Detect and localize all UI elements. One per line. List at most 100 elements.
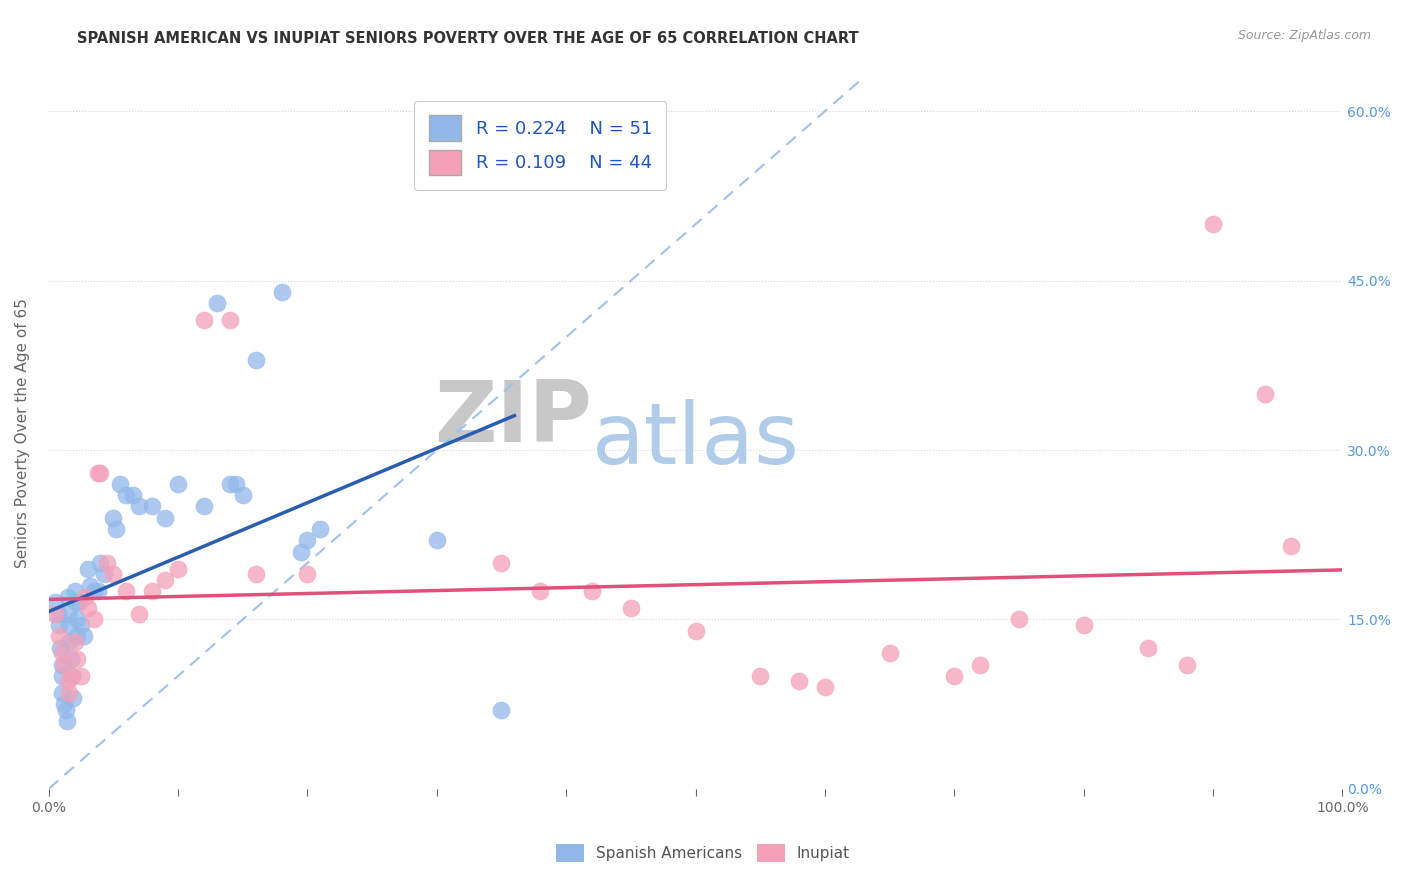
Point	[66, 652, 89, 666]
Point	[63, 635, 86, 649]
Point	[685, 624, 707, 638]
Point	[1253, 386, 1275, 401]
Point	[128, 607, 150, 621]
Point	[290, 544, 312, 558]
Point	[814, 680, 837, 694]
Point	[48, 618, 70, 632]
Point	[245, 567, 267, 582]
Point	[44, 595, 66, 609]
Point	[76, 561, 98, 575]
Point	[581, 584, 603, 599]
Point	[141, 584, 163, 599]
Text: ZIP: ZIP	[434, 377, 592, 460]
Point	[225, 476, 247, 491]
Point	[63, 584, 86, 599]
Point	[491, 703, 513, 717]
Point	[60, 669, 83, 683]
Point	[56, 674, 79, 689]
Point	[87, 584, 110, 599]
Point	[620, 601, 643, 615]
Point	[297, 533, 319, 548]
Point	[115, 584, 138, 599]
Point	[58, 635, 80, 649]
Point	[969, 657, 991, 672]
Point	[66, 612, 89, 626]
Point	[70, 618, 93, 632]
Point	[879, 646, 901, 660]
Point	[943, 669, 966, 683]
Point	[1279, 539, 1302, 553]
Point	[529, 584, 551, 599]
Point	[51, 646, 73, 660]
Point	[153, 510, 176, 524]
Text: SPANISH AMERICAN VS INUPIAT SENIORS POVERTY OVER THE AGE OF 65 CORRELATION CHART: SPANISH AMERICAN VS INUPIAT SENIORS POVE…	[77, 31, 859, 46]
Point	[76, 601, 98, 615]
Point	[103, 510, 125, 524]
Y-axis label: Seniors Poverty Over the Age of 65: Seniors Poverty Over the Age of 65	[15, 298, 30, 568]
Point	[105, 522, 128, 536]
Legend: R = 0.224    N = 51, R = 0.109    N = 44: R = 0.224 N = 51, R = 0.109 N = 44	[415, 101, 666, 190]
Point	[153, 573, 176, 587]
Point	[103, 567, 125, 582]
Text: atlas: atlas	[592, 399, 800, 482]
Point	[121, 488, 143, 502]
Point	[89, 466, 111, 480]
Point	[73, 629, 96, 643]
Point	[53, 697, 76, 711]
Point	[1202, 217, 1225, 231]
Point	[89, 556, 111, 570]
Point	[87, 466, 110, 480]
Point	[51, 686, 73, 700]
Point	[115, 488, 138, 502]
Point	[66, 629, 89, 643]
Point	[58, 686, 80, 700]
Point	[270, 285, 292, 299]
Point	[309, 522, 332, 536]
Point	[60, 669, 83, 683]
Point	[49, 640, 72, 655]
Point	[67, 595, 90, 609]
Point	[141, 500, 163, 514]
Point	[1073, 618, 1095, 632]
Point	[1137, 640, 1160, 655]
Point	[245, 352, 267, 367]
Point	[56, 590, 79, 604]
Point	[65, 595, 87, 609]
Point	[58, 618, 80, 632]
Point	[83, 612, 105, 626]
Point	[491, 556, 513, 570]
Point	[193, 313, 215, 327]
Point	[59, 652, 82, 666]
Point	[232, 488, 254, 502]
Point	[167, 561, 190, 575]
Point	[96, 556, 118, 570]
Point	[44, 607, 66, 621]
Point	[48, 629, 70, 643]
Point	[83, 584, 105, 599]
Text: Source: ZipAtlas.com: Source: ZipAtlas.com	[1237, 29, 1371, 42]
Point	[79, 578, 101, 592]
Point	[73, 590, 96, 604]
Point	[93, 567, 115, 582]
Point	[46, 607, 69, 621]
Point	[70, 669, 93, 683]
Point	[62, 691, 84, 706]
Point	[56, 714, 79, 728]
Point	[128, 500, 150, 514]
Point	[749, 669, 772, 683]
Point	[205, 296, 228, 310]
Point	[426, 533, 449, 548]
Point	[51, 669, 73, 683]
Point	[1175, 657, 1198, 672]
Legend: Spanish Americans, Inupiat: Spanish Americans, Inupiat	[550, 838, 856, 868]
Point	[218, 476, 240, 491]
Point	[108, 476, 131, 491]
Point	[787, 674, 810, 689]
Point	[1008, 612, 1031, 626]
Point	[297, 567, 319, 582]
Point	[55, 703, 77, 717]
Point	[167, 476, 190, 491]
Point	[56, 607, 79, 621]
Point	[53, 657, 76, 672]
Point	[193, 500, 215, 514]
